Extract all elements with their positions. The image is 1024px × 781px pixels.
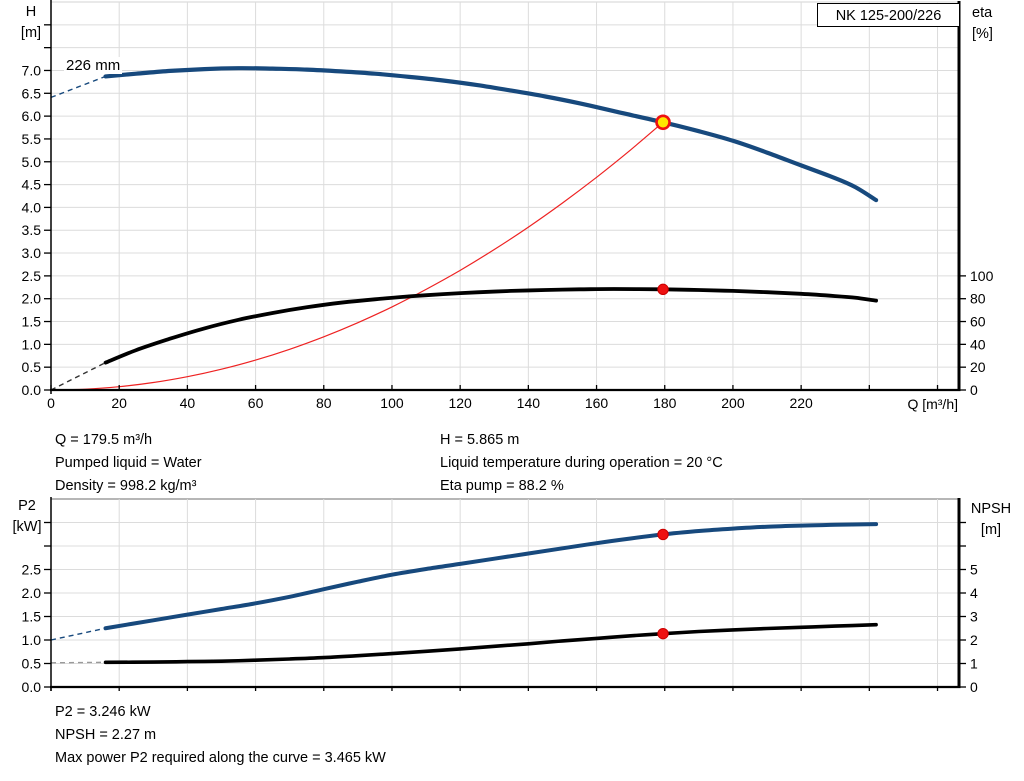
tick-label: 4 xyxy=(970,585,978,601)
operating-point-info-left: Q = 179.5 m³/h Pumped liquid = Water Den… xyxy=(55,429,202,498)
p2-point xyxy=(657,528,669,541)
info-npsh: NPSH = 2.27 m xyxy=(55,727,157,743)
npsh-point xyxy=(657,627,669,640)
power-npsh-info: P2 = 3.246 kW NPSH = 2.27 m Max power P2… xyxy=(55,701,386,770)
tick-label: 80 xyxy=(316,395,332,411)
tick-label: 2 xyxy=(970,632,978,648)
tick-label: 0.5 xyxy=(22,359,42,375)
power-npsh-chart: 0.0 0.5 1.0 1.5 2.0 2.5 0 1 2 3 4 5 xyxy=(22,497,978,695)
duty-point xyxy=(655,114,671,131)
tick-label: 1.5 xyxy=(22,314,42,330)
tick-label: 160 xyxy=(585,395,609,411)
tick-label: 2.0 xyxy=(22,585,42,601)
efficiency-point xyxy=(657,283,669,296)
efficiency-curve-extrapolated xyxy=(50,361,106,391)
q-axis-title: Q [m³/h] xyxy=(907,396,958,412)
tick-label: 2.5 xyxy=(22,562,42,578)
tick-label: 3 xyxy=(970,609,978,625)
head-efficiency-chart: 0.0 0.5 1.0 1.5 2.0 2.5 3.0 3.5 4.0 4.5 5.0 5.5 6.0 6… xyxy=(22,0,994,411)
tick-label: 0 xyxy=(47,395,55,411)
tick-label: 2.5 xyxy=(22,268,42,284)
p2-axis-title-line2: [kW] xyxy=(12,519,42,535)
tick-label: 200 xyxy=(721,395,745,411)
info-pumped-liquid: Pumped liquid = Water xyxy=(55,455,202,471)
tick-label: 0.0 xyxy=(22,382,42,398)
tick-label: 5.5 xyxy=(22,131,42,147)
info-eta-pump: Eta pump = 88.2 % xyxy=(440,478,564,494)
tick-label: 180 xyxy=(653,395,677,411)
tick-label: 100 xyxy=(970,268,994,284)
tick-label: 1.5 xyxy=(22,609,42,625)
efficiency-curve xyxy=(103,287,878,365)
tick-label: 7.0 xyxy=(22,62,42,78)
npsh-axis-title-line2: [m] xyxy=(980,522,1002,538)
eta-axis-title: eta [%] xyxy=(972,3,1022,45)
info-p2: P2 = 3.246 kW xyxy=(55,704,151,720)
tick-label: 0 xyxy=(970,382,978,398)
tick-label: 0 xyxy=(970,679,978,695)
tick-label: 60 xyxy=(970,314,986,330)
tick-label: 1.0 xyxy=(22,336,42,352)
system-curve xyxy=(50,121,664,391)
tick-label: 4.0 xyxy=(22,199,42,215)
tick-label: 80 xyxy=(970,291,986,307)
tick-label: 3.5 xyxy=(22,222,42,238)
info-h: H = 5.865 m xyxy=(440,432,520,448)
head-curve-extrapolated xyxy=(50,75,106,99)
tick-label: 0.5 xyxy=(22,656,42,672)
tick-label: 20 xyxy=(970,359,986,375)
tick-label: 220 xyxy=(789,395,813,411)
p2-axis-title: P2 [kW] xyxy=(4,496,50,538)
tick-label: 5 xyxy=(970,562,978,578)
tick-label: 5.0 xyxy=(22,154,42,170)
p2-axis-title-line1: P2 xyxy=(18,498,36,514)
tick-label: 120 xyxy=(448,395,472,411)
tick-label: 20 xyxy=(111,395,127,411)
info-density: Density = 998.2 kg/m³ xyxy=(55,478,197,494)
tick-label: 140 xyxy=(517,395,541,411)
info-max-power: Max power P2 required along the curve = … xyxy=(55,750,386,766)
tick-label: 3.0 xyxy=(22,245,42,261)
tick-label: 100 xyxy=(380,395,404,411)
h-axis-title: H [m] xyxy=(10,2,52,44)
npsh-curve xyxy=(103,622,878,665)
p2-curve-extrapolated xyxy=(50,627,106,641)
info-liquid-temperature: Liquid temperature during operation = 20… xyxy=(440,455,723,471)
tick-label: 6.0 xyxy=(22,108,42,124)
h-axis-title-line2: [m] xyxy=(20,25,42,41)
tick-label: 2.0 xyxy=(22,291,42,307)
impeller-diameter-label: 226 mm xyxy=(64,57,123,74)
h-axis-title-line1: H xyxy=(25,4,37,20)
tick-label: 1 xyxy=(970,656,978,672)
tick-label: 0.0 xyxy=(22,679,42,695)
tick-label: 6.5 xyxy=(22,85,42,101)
tick-label: 4.5 xyxy=(22,177,42,193)
tick-label: 40 xyxy=(180,395,196,411)
tick-label: 1.0 xyxy=(22,632,42,648)
info-q: Q = 179.5 m³/h xyxy=(55,432,153,448)
tick-label: 60 xyxy=(248,395,264,411)
eta-axis-title-line1: eta xyxy=(972,5,993,21)
operating-point-info-right: H = 5.865 m Liquid temperature during op… xyxy=(440,429,723,498)
pump-type-box: NK 125-200/226 xyxy=(817,3,960,27)
eta-axis-title-line2: [%] xyxy=(972,26,993,42)
head-curve xyxy=(103,66,879,203)
p2-curve xyxy=(103,522,879,631)
npsh-axis-title: NPSH [m] xyxy=(962,499,1020,541)
npsh-axis-title-line1: NPSH xyxy=(970,501,1012,517)
tick-label: 40 xyxy=(970,336,986,352)
